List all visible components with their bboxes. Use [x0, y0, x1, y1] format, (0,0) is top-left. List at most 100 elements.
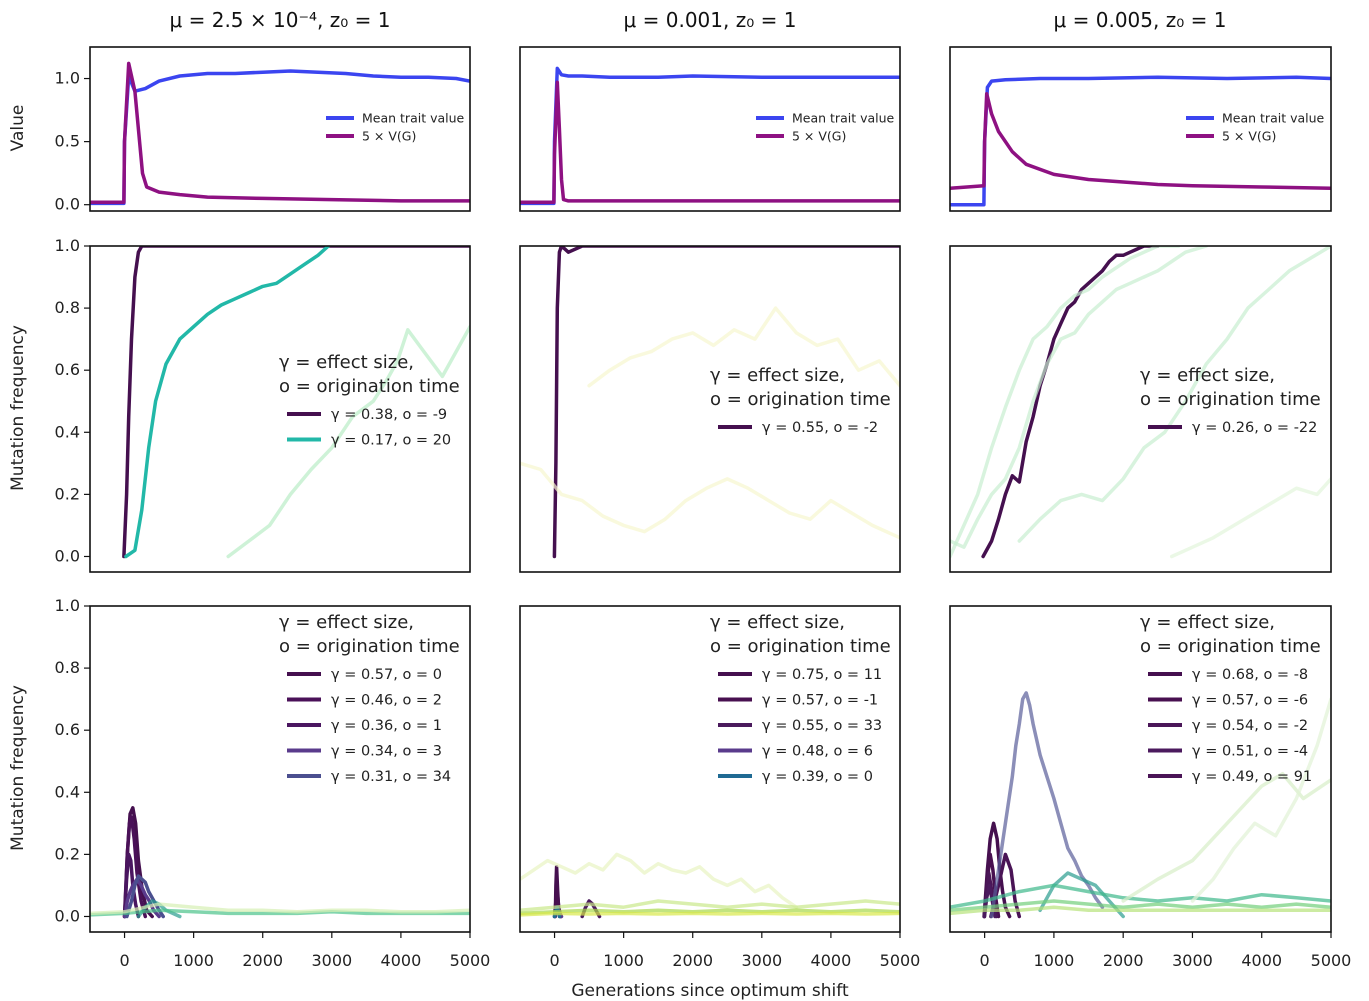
series-line-losses-1-7 — [520, 908, 900, 916]
legend-title-line1-sweeps-1: γ = effect size, — [710, 365, 845, 386]
legend-title-line2-losses-2: o = origination time — [1140, 636, 1321, 657]
legend-label-losses-0-3: γ = 0.34, o = 3 — [331, 744, 442, 760]
legend-label-losses-1-1: γ = 0.57, o = -1 — [762, 693, 878, 709]
series-line-trait-0-1 — [90, 61, 470, 204]
series-line-losses-0-2 — [122, 852, 141, 919]
series-group-trait-1 — [520, 66, 900, 206]
legend-label-losses-1-3: γ = 0.48, o = 6 — [762, 744, 873, 760]
series-group-sweeps-0 — [122, 246, 470, 559]
series-line-losses-0-1 — [122, 815, 148, 919]
x-axis-label: Generations since optimum shift — [571, 981, 849, 1001]
series-line-sweeps-2-3 — [1017, 246, 1331, 543]
x-tick-label: 0 — [980, 951, 990, 970]
panel-frame-losses-2 — [949, 605, 1332, 933]
legend-label-losses-1-0: γ = 0.75, o = 11 — [762, 667, 882, 683]
legend-title-line1-losses-2: γ = effect size, — [1140, 612, 1275, 633]
x-tick-label: 3000 — [1172, 951, 1213, 970]
y-axis-label-value: Value — [8, 105, 28, 152]
y-axis-label-sweeps: Mutation frequency — [8, 325, 28, 491]
legend-title-line2-losses-1: o = origination time — [710, 636, 891, 657]
legend-title-line1-sweeps-0: γ = effect size, — [279, 352, 414, 373]
series-line-sweeps-2-2 — [950, 246, 1209, 549]
series-line-losses-1-6 — [520, 899, 900, 913]
legend-label-losses-1-2: γ = 0.55, o = 33 — [762, 718, 882, 734]
y-tick-label: 0.0 — [55, 195, 80, 214]
y-tick-label: 0.6 — [55, 360, 80, 379]
y-tick-label: 0.8 — [55, 658, 80, 677]
panel-frame-losses-1 — [519, 605, 901, 933]
legend-label-trait-0-1: 5 × V(G) — [362, 129, 416, 144]
series-line-sweeps-1-0 — [552, 246, 900, 559]
x-tick-label: 1000 — [1034, 951, 1075, 970]
series-line-sweeps-1-2 — [520, 461, 900, 540]
x-tick-label: 4000 — [1241, 951, 1282, 970]
series-line-trait-2-1 — [950, 91, 1331, 191]
y-tick-label: 0.0 — [55, 546, 80, 565]
legend-label-sweeps-1-0: γ = 0.55, o = -2 — [762, 420, 878, 436]
x-tick-label: 4000 — [381, 951, 422, 970]
x-tick-label: 3000 — [311, 951, 352, 970]
series-line-sweeps-0-0 — [122, 246, 470, 559]
x-tick-label: 5000 — [1311, 951, 1352, 970]
legend-label-losses-0-0: γ = 0.57, o = 0 — [331, 667, 442, 683]
y-tick-label: 1.0 — [55, 236, 80, 255]
series-line-losses-0-7 — [90, 902, 470, 916]
panel-frame-sweeps-0 — [89, 245, 471, 573]
series-line-losses-1-8 — [520, 911, 900, 917]
series-group-trait-0 — [90, 61, 470, 206]
series-line-sweeps-1-1 — [587, 306, 900, 388]
series-line-sweeps-2-4 — [1169, 477, 1331, 559]
y-tick-label: 0.0 — [55, 906, 80, 925]
x-tick-label: 0 — [549, 951, 559, 970]
panel-frame-losses-0 — [89, 605, 471, 933]
y-tick-label: 1.0 — [55, 69, 80, 88]
column-title-1: μ = 2.5 × 10⁻⁴, z₀ = 1 — [170, 8, 391, 32]
panel-frame-trait-1 — [519, 46, 901, 212]
series-group-losses-2 — [950, 691, 1331, 919]
y-tick-label: 0.5 — [55, 132, 80, 151]
legend-title-line2-sweeps-0: o = origination time — [279, 376, 460, 397]
series-line-losses-2-5 — [989, 691, 1105, 919]
legend-label-losses-2-3: γ = 0.51, o = -4 — [1192, 744, 1308, 760]
legend-label-trait-0-0: Mean trait value — [362, 111, 465, 126]
series-group-sweeps-2 — [950, 246, 1331, 559]
y-tick-label: 0.2 — [55, 484, 80, 503]
legend-title-line1-losses-1: γ = effect size, — [710, 612, 845, 633]
y-tick-label: 0.4 — [55, 782, 80, 801]
panel-frame-sweeps-1 — [519, 245, 901, 573]
series-line-losses-1-5 — [520, 852, 799, 909]
panel-frame-sweeps-2 — [949, 245, 1332, 573]
legend-label-losses-0-2: γ = 0.36, o = 1 — [331, 718, 442, 734]
panels: 0.0 0.5 1.0 Mean trait value 5 × V(G) Mean tr… — [55, 46, 1352, 970]
legend-label-losses-2-1: γ = 0.57, o = -6 — [1192, 693, 1308, 709]
legend-label-trait-1-0: Mean trait value — [792, 111, 895, 126]
series-line-sweeps-2-1 — [950, 246, 1181, 559]
x-tick-label: 0 — [119, 951, 129, 970]
legend-label-sweeps-0-1: γ = 0.17, o = 20 — [331, 433, 451, 449]
legend-label-losses-2-2: γ = 0.54, o = -2 — [1192, 718, 1308, 734]
x-tick-label: 1000 — [173, 951, 214, 970]
series-line-losses-2-7 — [950, 883, 1331, 909]
series-line-trait-1-1 — [520, 80, 900, 204]
legend-title-line2-sweeps-2: o = origination time — [1140, 389, 1321, 410]
y-tick-label: 0.2 — [55, 844, 80, 863]
y-tick-label: 0.4 — [55, 422, 80, 441]
legend-label-sweeps-2-0: γ = 0.26, o = -22 — [1192, 420, 1317, 436]
y-tick-label: 1.0 — [55, 596, 80, 615]
legend-label-losses-2-0: γ = 0.68, o = -8 — [1192, 667, 1308, 683]
legend-label-trait-1-1: 5 × V(G) — [792, 129, 846, 144]
series-line-losses-2-8 — [950, 899, 1331, 913]
legend-title-line1-sweeps-2: γ = effect size, — [1140, 365, 1275, 386]
x-tick-label: 2000 — [672, 951, 713, 970]
series-line-sweeps-2-0 — [981, 246, 1160, 559]
x-tick-label: 5000 — [450, 951, 491, 970]
column-title-3: μ = 0.005, z₀ = 1 — [1054, 8, 1227, 32]
legend-title-line2-losses-0: o = origination time — [279, 636, 460, 657]
y-tick-label: 0.8 — [55, 298, 80, 317]
legend-label-losses-1-4: γ = 0.39, o = 0 — [762, 769, 873, 785]
x-tick-label: 4000 — [811, 951, 852, 970]
legend-label-losses-2-4: γ = 0.49, o = 91 — [1192, 769, 1312, 785]
series-group-trait-2 — [950, 75, 1331, 207]
column-title-2: μ = 0.001, z₀ = 1 — [624, 8, 797, 32]
